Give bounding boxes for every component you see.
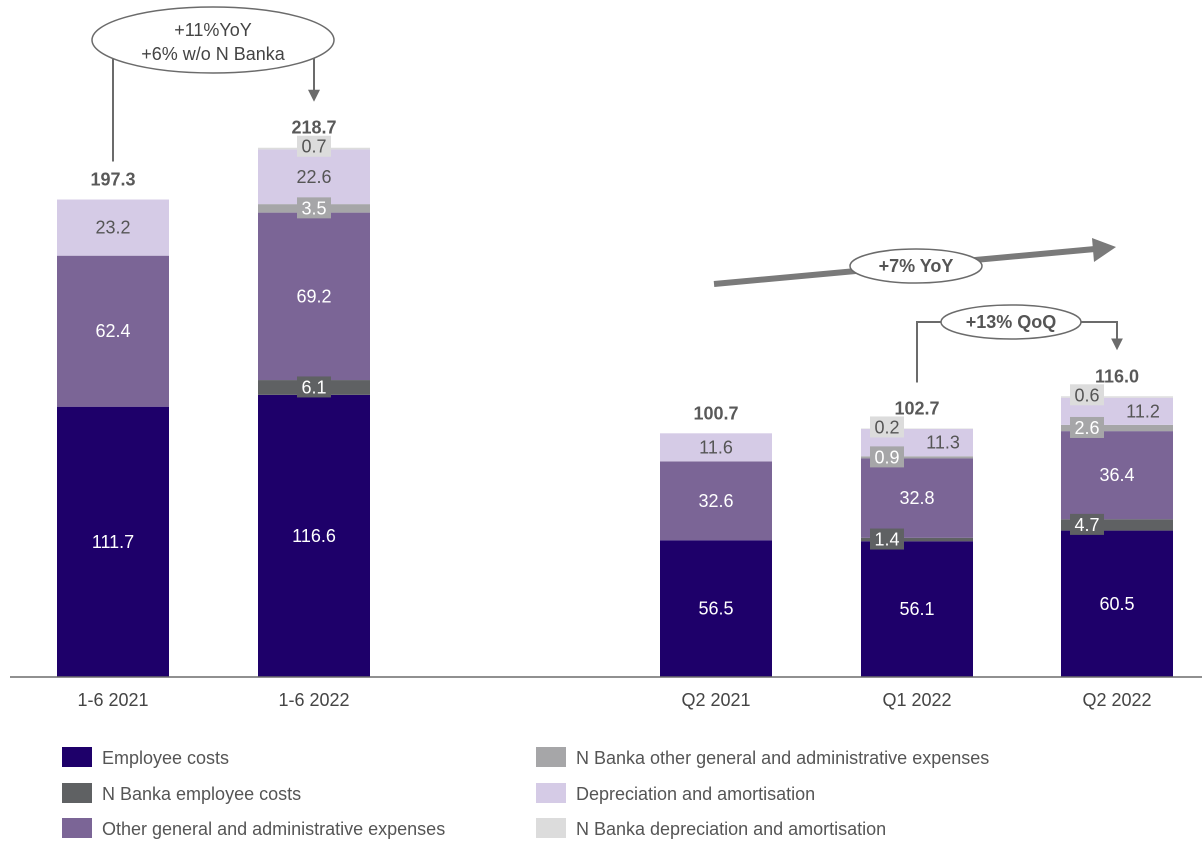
segment-label-other-general-and-administrative-expenses-q2-2022: 36.4 xyxy=(1099,465,1134,485)
annotation-arrow-right xyxy=(1081,322,1117,344)
x-tick-label-1-6-2021: 1-6 2021 xyxy=(77,690,148,710)
bar-stack-q2-2021 xyxy=(660,433,772,677)
segment-label-depreciation-and-amortisation-q2-2022: 11.2 xyxy=(1126,401,1160,421)
legend-label: N Banka employee costs xyxy=(102,784,301,804)
annotation-yoy-quarter: +7% YoY xyxy=(714,238,1116,284)
legend-swatch xyxy=(62,818,92,838)
segment-label-employee-costs-q1-2022: 56.1 xyxy=(899,599,934,619)
labels-layer: 111.7 62.4 23.2 197.3 116.6 6.1 69.2 3.5 22.6 0.7… xyxy=(90,118,1159,619)
segment-label-n-banka-employee-costs-q1-2022: 1.4 xyxy=(874,530,899,550)
trend-arrow-head xyxy=(1092,238,1116,262)
segment-label-employee-costs-q2-2022: 60.5 xyxy=(1099,594,1134,614)
total-label-1-6-2022: 218.7 xyxy=(291,118,336,138)
legend-label: Employee costs xyxy=(102,748,229,768)
annotation-text-line-2: +6% w/o N Banka xyxy=(141,44,286,64)
annotation-connector-left xyxy=(917,322,941,382)
x-tick-label-1-6-2022: 1-6 2022 xyxy=(278,690,349,710)
segment-label-n-banka-depreciation-and-amortisation-1-6-2022: 0.7 xyxy=(301,137,326,157)
legend-swatch xyxy=(536,783,566,803)
annotation-text: +13% QoQ xyxy=(966,312,1057,332)
total-label-q2-2021: 100.7 xyxy=(693,403,738,423)
legend: Employee costs N Banka employee costs Othe… xyxy=(62,747,989,839)
annotation-qoq: +13% QoQ xyxy=(917,305,1117,382)
segment-label-n-banka-employee-costs-1-6-2022: 6.1 xyxy=(301,377,326,397)
bars-layer xyxy=(57,148,1173,677)
legend-swatch xyxy=(62,747,92,767)
segment-label-n-banka-other-general-and-administrative-expenses-q1-2022: 0.9 xyxy=(874,447,899,467)
bar-stack-q2-2022 xyxy=(1061,396,1173,677)
segment-label-depreciation-and-amortisation-1-6-2022: 22.6 xyxy=(296,167,331,187)
segment-label-other-general-and-administrative-expenses-1-6-2021: 62.4 xyxy=(95,321,130,341)
bar-stack-1-6-2021 xyxy=(57,200,169,677)
segment-label-depreciation-and-amortisation-1-6-2021: 23.2 xyxy=(95,218,130,238)
segment-label-other-general-and-administrative-expenses-q1-2022: 32.8 xyxy=(899,488,934,508)
legend-label: Depreciation and amortisation xyxy=(576,784,815,804)
annotation-text: +7% YoY xyxy=(879,256,954,276)
x-tick-label-q1-2022: Q1 2022 xyxy=(882,690,951,710)
segment-label-employee-costs-1-6-2021: 111.7 xyxy=(92,532,134,552)
annotation-text-line-1: +11%YoY xyxy=(174,20,252,40)
total-label-1-6-2021: 197.3 xyxy=(90,170,135,190)
legend-label: N Banka other general and administrative… xyxy=(576,748,989,768)
total-label-q2-2022: 116.0 xyxy=(1095,366,1139,386)
segment-label-employee-costs-1-6-2022: 116.6 xyxy=(292,526,336,546)
x-tick-label-q2-2021: Q2 2021 xyxy=(681,690,750,710)
segment-label-depreciation-and-amortisation-q2-2021: 11.6 xyxy=(699,437,733,457)
segment-label-other-general-and-administrative-expenses-1-6-2022: 69.2 xyxy=(296,286,331,306)
legend-item-n-banka-employee-costs: N Banka employee costs xyxy=(62,783,301,804)
total-label-q1-2022: 102.7 xyxy=(894,398,939,418)
segment-label-n-banka-depreciation-and-amortisation-q2-2022: 0.6 xyxy=(1074,385,1099,405)
legend-label: N Banka depreciation and amortisation xyxy=(576,819,886,839)
segment-label-employee-costs-q2-2021: 56.5 xyxy=(698,599,733,619)
x-tick-label-q2-2022: Q2 2022 xyxy=(1082,690,1151,710)
legend-item-depreciation-and-amortisation: Depreciation and amortisation xyxy=(536,783,815,804)
segment-label-n-banka-depreciation-and-amortisation-q1-2022: 0.2 xyxy=(874,417,899,437)
legend-swatch xyxy=(536,747,566,767)
segment-label-n-banka-other-general-and-administrative-expenses-1-6-2022: 3.5 xyxy=(301,198,326,218)
legend-swatch xyxy=(62,783,92,803)
legend-item-other-general-and-administrative-expenses: Other general and administrative expense… xyxy=(62,818,445,839)
annotations-layer: +11%YoY +6% w/o N Banka +7% YoY +13% QoQ xyxy=(92,7,1117,382)
legend-item-n-banka-depreciation-and-amortisation: N Banka depreciation and amortisation xyxy=(536,818,886,839)
legend-label: Other general and administrative expense… xyxy=(102,819,445,839)
x-tick-labels: 1-6 2021 1-6 2022 Q2 2021 Q1 2022 Q2 2022 xyxy=(77,690,1151,710)
bar-stack-1-6-2022 xyxy=(258,148,370,677)
segment-label-n-banka-employee-costs-q2-2022: 4.7 xyxy=(1074,515,1099,535)
segment-label-other-general-and-administrative-expenses-q2-2021: 32.6 xyxy=(698,491,733,511)
legend-swatch xyxy=(536,818,566,838)
segment-label-depreciation-and-amortisation-q1-2022: 11.3 xyxy=(926,433,960,453)
legend-item-employee-costs: Employee costs xyxy=(62,747,229,768)
segment-label-n-banka-other-general-and-administrative-expenses-q2-2022: 2.6 xyxy=(1074,418,1099,438)
legend-item-n-banka-other-general-and-administrative-expenses: N Banka other general and administrative… xyxy=(536,747,989,768)
